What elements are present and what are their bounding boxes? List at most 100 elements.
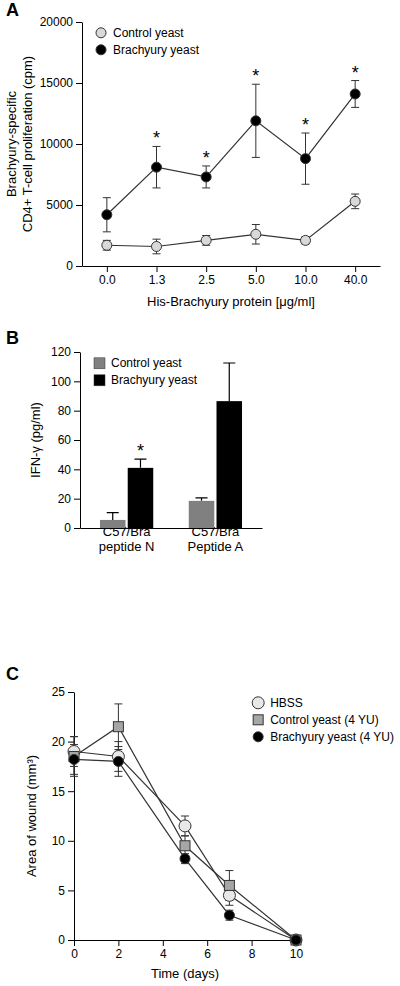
y-axis: 0510152025 — [52, 685, 75, 947]
y-tick: 40 — [58, 463, 80, 477]
tick-mark — [74, 528, 80, 529]
tick-mark — [76, 144, 82, 145]
tick-label: 10000 — [40, 137, 74, 151]
legend-marker — [253, 715, 263, 725]
tick-label-line: Peptide A — [188, 539, 244, 554]
x-tick: 8 — [249, 940, 256, 961]
tick-mark — [76, 83, 82, 84]
panel-label: A — [6, 0, 19, 20]
series-line — [74, 752, 296, 940]
tick-label: 0.0 — [99, 273, 116, 287]
x-tick: 4 — [160, 940, 167, 961]
axis-line — [82, 23, 83, 267]
marker — [113, 722, 123, 732]
y-axis-title: CD4+ T-cell proliferation (cpm) — [20, 56, 35, 232]
y-tick: 10000 — [40, 137, 82, 151]
tick-label: 4 — [160, 947, 167, 961]
x-axis: 0246810 — [71, 940, 303, 961]
bar — [189, 501, 215, 528]
tick-mark — [74, 469, 80, 470]
annotation: * — [302, 115, 309, 135]
tick-mark — [68, 791, 74, 792]
error-bars — [70, 745, 300, 940]
x-tick: 40.0 — [344, 266, 368, 287]
marker — [251, 116, 261, 126]
tick-mark — [68, 940, 74, 941]
x-axis-title: His-Brachyury protein [μg/ml] — [147, 294, 315, 309]
error-bar — [202, 236, 210, 246]
plot-marks — [100, 363, 242, 528]
tick-label: 100 — [51, 375, 71, 389]
y-tick: 5000 — [46, 198, 82, 212]
legend-entry: Control yeast — [94, 356, 182, 370]
tick-mark — [76, 22, 82, 23]
legend-entry: HBSS — [252, 696, 303, 710]
error-bar — [181, 854, 189, 864]
tick-mark — [107, 266, 108, 272]
tick-label: 10 — [290, 947, 304, 961]
error-bar — [153, 146, 161, 187]
x-tick: 6 — [204, 940, 211, 961]
error-bar — [302, 133, 310, 184]
plot-marks — [68, 704, 302, 946]
error-bars — [70, 737, 300, 940]
annotation: * — [137, 441, 144, 461]
marker — [291, 935, 301, 945]
legend: HBSSControl yeast (4 YU)Brachyury yeast … — [252, 696, 394, 744]
tick-label: 2 — [116, 947, 123, 961]
bar — [128, 468, 154, 528]
y-tick: 5 — [58, 884, 74, 898]
annotation: * — [252, 66, 259, 86]
marker — [301, 154, 311, 164]
annotation: * — [153, 128, 160, 148]
legend-entry: Brachyury yeast (4 YU) — [253, 730, 394, 744]
tick-mark — [355, 266, 356, 272]
legend-entry: Brachyury yeast — [96, 43, 200, 57]
marker — [180, 841, 190, 851]
y-tick: 100 — [51, 375, 80, 389]
legend-swatch — [94, 358, 105, 369]
marker — [69, 754, 79, 764]
tick-mark — [68, 890, 74, 891]
x-tick: C57/BraPeptide A — [188, 524, 244, 554]
tick-label: 60 — [58, 433, 72, 447]
marker — [290, 934, 302, 946]
legend-marker — [252, 697, 264, 709]
error-bar — [252, 225, 260, 245]
axis-line — [83, 266, 381, 267]
tick-label: 8 — [249, 947, 256, 961]
error-bar — [202, 166, 210, 188]
tick-label: 6 — [204, 947, 211, 961]
x-tick: 2.5 — [198, 266, 215, 287]
bar-series — [128, 363, 242, 528]
axis-line — [80, 353, 81, 529]
tick-mark — [252, 940, 253, 946]
error-bars — [70, 704, 300, 940]
panel: B020406080100120C57/Brapeptide NC57/BraP… — [6, 328, 263, 554]
error-bar — [252, 84, 260, 157]
legend: Control yeast Brachyury yeast — [96, 26, 200, 57]
series-line — [74, 727, 296, 940]
tick-label: 120 — [51, 345, 71, 359]
tick-label-line: peptide N — [99, 539, 155, 554]
marker — [152, 241, 162, 251]
legend-label: Control yeast — [113, 26, 184, 40]
marker — [301, 235, 311, 245]
tick-mark — [76, 205, 82, 206]
marker — [180, 854, 190, 864]
tick-label: 2.5 — [198, 273, 215, 287]
marker — [179, 820, 191, 832]
marker — [224, 910, 234, 920]
annotation: * — [203, 148, 210, 168]
y-tick: 0 — [64, 521, 80, 535]
marker — [201, 172, 211, 182]
marker — [224, 880, 234, 890]
panel: C05101520250246810Time (days)Area of wou… — [6, 664, 394, 981]
tick-label: C57/BraPeptide A — [188, 524, 244, 554]
error-bar — [103, 198, 111, 232]
series-line — [74, 759, 296, 940]
y-axis: 020406080100120 — [51, 345, 81, 535]
error-bar — [351, 81, 359, 108]
marker — [251, 229, 261, 239]
y-axis-title: Area of wound (mm³) — [24, 755, 39, 877]
